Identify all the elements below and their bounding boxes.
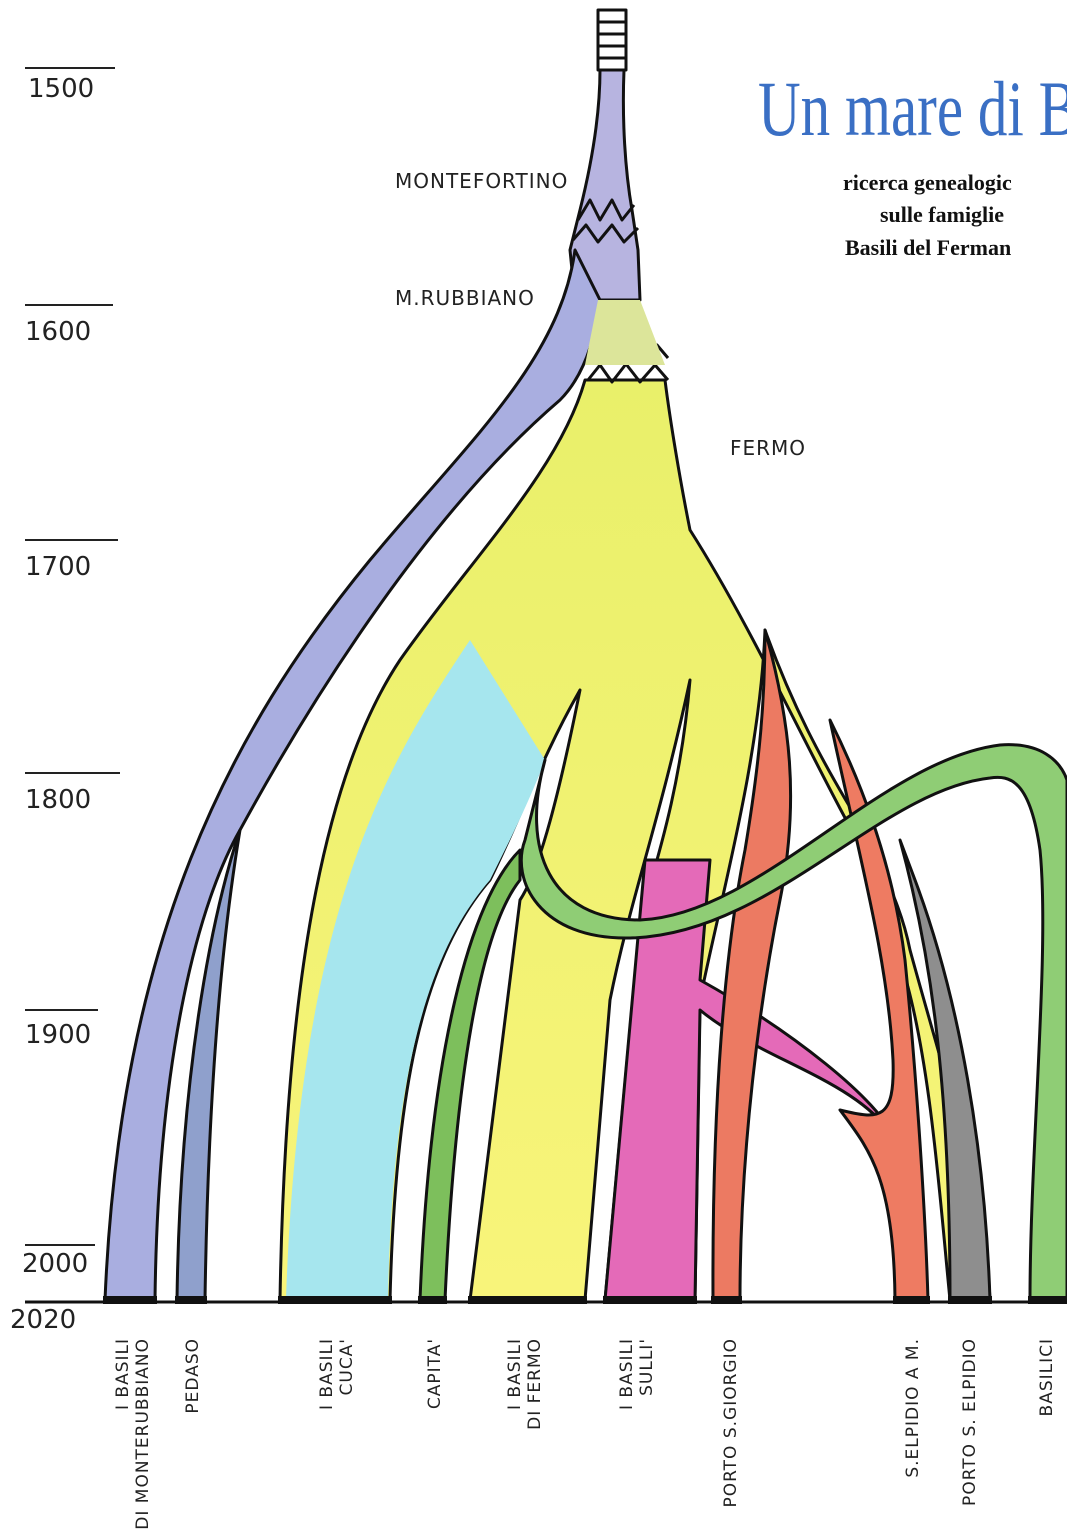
subtitle: ricerca genealogic — [843, 170, 1012, 195]
place-label: FERMO — [730, 436, 806, 460]
branch-label: PEDASO — [183, 1338, 203, 1414]
year-label: 1600 — [25, 317, 91, 347]
genealogy-diagram: 1500 1600 1700 1800 1900 2000 2020 MONTE — [0, 0, 1067, 1534]
trunk-blend — [585, 300, 665, 365]
branch-label: S.ELPIDIO A M. — [903, 1338, 923, 1478]
year-label: 1800 — [25, 785, 91, 815]
year-label: 2000 — [22, 1249, 88, 1279]
branch-label: BASILICI — [1037, 1338, 1057, 1416]
branch-label: I BASILICUCA' — [317, 1338, 357, 1410]
subtitle: sulle famiglie — [880, 202, 1004, 227]
trunk-top — [598, 10, 626, 70]
branch-label: I BASILIDI MONTERUBBIANO — [113, 1338, 153, 1530]
year-label: 1700 — [25, 552, 91, 582]
year-label: 1900 — [25, 1020, 91, 1050]
branch-label: CAPITA' — [425, 1338, 445, 1409]
branch-label: I BASILIDI FERMO — [505, 1338, 545, 1430]
year-label: 1500 — [28, 74, 94, 104]
place-label: M.RUBBIANO — [395, 286, 535, 310]
branch-label: PORTO S. ELPIDIO — [960, 1338, 980, 1506]
year-label: 2020 — [10, 1305, 76, 1335]
title: Un mare di B — [758, 65, 1067, 152]
place-label: MONTEFORTINO — [395, 169, 568, 193]
subtitle: Basili del Ferman — [845, 235, 1011, 260]
branch-label: I BASILISULLI' — [617, 1338, 657, 1410]
branch-label: PORTO S.GIORGIO — [721, 1338, 741, 1508]
